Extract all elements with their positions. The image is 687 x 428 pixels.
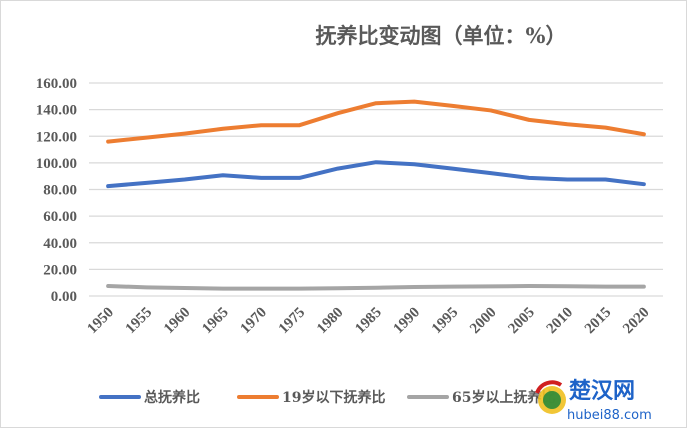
- x-tick-label: 1950: [84, 305, 117, 338]
- x-tick-label: 1985: [352, 305, 385, 338]
- series-line-2: [106, 284, 646, 291]
- y-tick-label: 140.00: [36, 103, 77, 119]
- y-tick-label: 160.00: [36, 76, 77, 92]
- legend-item: 总抚养比: [99, 389, 200, 406]
- series-line-0: [106, 160, 646, 189]
- legend-label: 65岁以上抚养比: [452, 389, 555, 406]
- legend-item: 19岁以下抚养比: [237, 389, 385, 406]
- chart-title: 抚养比变动图（单位：%）: [316, 23, 567, 48]
- x-tick-label: 2000: [467, 305, 500, 338]
- x-tick-label: 1980: [314, 305, 347, 338]
- x-tick-label: 2020: [620, 305, 653, 338]
- y-tick-label: 80.00: [43, 183, 77, 199]
- watermark-logo: 楚汉网 hubei88.com: [535, 379, 652, 423]
- watermark-url: hubei88.com: [567, 408, 652, 423]
- watermark-name: 楚汉网: [569, 379, 635, 404]
- x-tick-label: 1965: [199, 305, 232, 338]
- x-tick-label: 2015: [582, 305, 615, 338]
- series-line-1: [106, 99, 646, 144]
- legend-label: 总抚养比: [144, 389, 200, 406]
- y-tick-label: 0.00: [51, 289, 77, 305]
- x-tick-label: 1970: [238, 305, 271, 338]
- y-tick-label: 100.00: [36, 156, 77, 172]
- y-tick-label: 60.00: [43, 209, 77, 225]
- y-tick-label: 120.00: [36, 129, 77, 145]
- x-tick-label: 1990: [391, 305, 424, 338]
- x-tick-label: 1960: [161, 305, 194, 338]
- legend-item: 65岁以上抚养比: [407, 389, 555, 406]
- x-tick-label: 1975: [276, 305, 309, 338]
- y-tick-label: 40.00: [43, 236, 77, 252]
- x-tick-label: 1995: [429, 305, 462, 338]
- x-tick-label: 1955: [123, 305, 156, 338]
- x-tick-label: 2010: [544, 305, 577, 338]
- x-tick-label: 2005: [505, 305, 538, 338]
- y-tick-label: 20.00: [43, 262, 77, 278]
- legend-label: 19岁以下抚养比: [282, 389, 385, 406]
